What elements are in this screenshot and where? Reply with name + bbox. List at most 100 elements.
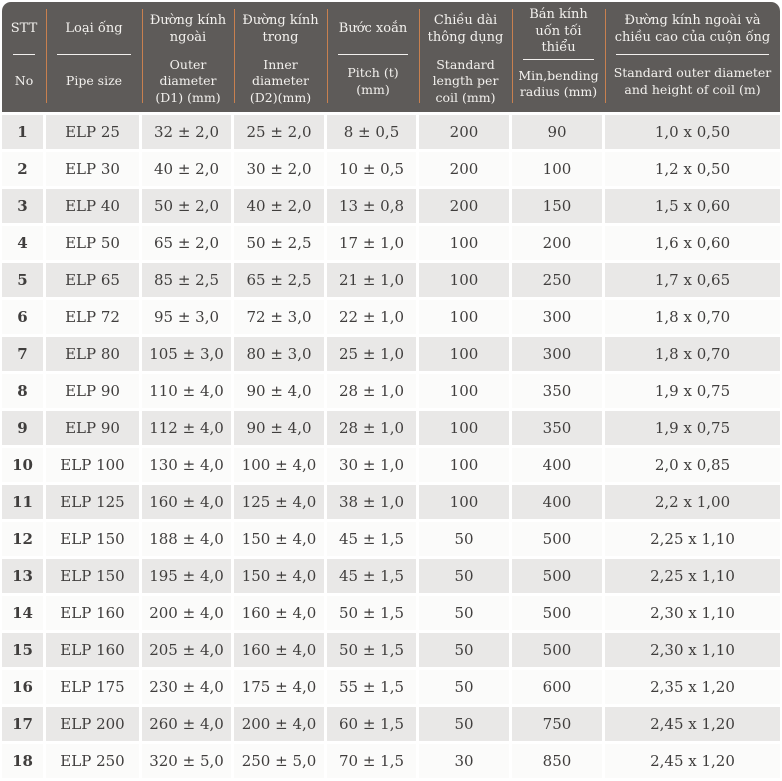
table-row: 1 ELP 25 32 ± 2,0 25 ± 2,0 8 ± 0,5 200 90 1,0 x…	[2, 115, 780, 149]
table-cell: 350	[512, 374, 602, 408]
header-label-en: Standard length per coil (mm)	[432, 57, 499, 105]
table-cell: 195 ± 4,0	[142, 559, 231, 593]
table-cell: 200	[419, 189, 509, 223]
table-row: 7 ELP 80 105 ± 3,0 80 ± 3,0 25 ± 1,0 100 300 1,…	[2, 337, 780, 371]
table-cell: 50 ± 2,0	[142, 189, 231, 223]
table-cell: 32 ± 2,0	[142, 115, 231, 149]
table-cell: 200 ± 4,0	[234, 707, 324, 741]
header-cell: Bán kính uốn tối thiểu Min,bending radius…	[512, 2, 605, 112]
table-row: 9 ELP 90 112 ± 4,0 90 ± 4,0 28 ± 1,0 100 350 1,…	[2, 411, 780, 445]
table-cell: 55 ± 1,5	[327, 670, 416, 704]
table-cell: 100	[419, 485, 509, 519]
table-cell: 65 ± 2,0	[142, 226, 231, 260]
table-cell: 40 ± 2,0	[234, 189, 324, 223]
table-cell: 1,9 x 0,75	[605, 411, 780, 445]
table-cell: 95 ± 3,0	[142, 300, 231, 334]
table-cell: 72 ± 3,0	[234, 300, 324, 334]
header-label-vi: Bán kính uốn tối thiểu	[529, 7, 588, 56]
table-cell: 1,5 x 0,60	[605, 189, 780, 223]
table-cell: 28 ± 1,0	[327, 374, 416, 408]
header-label-vi: Đường kính ngoài	[149, 12, 227, 45]
table-row: 8 ELP 90 110 ± 4,0 90 ± 4,0 28 ± 1,0 100 350 1,…	[2, 374, 780, 408]
table-cell: 50 ± 1,5	[327, 633, 416, 667]
table-cell: 1,7 x 0,65	[605, 263, 780, 297]
table-cell: 500	[512, 559, 602, 593]
table-cell: 60 ± 1,5	[327, 707, 416, 741]
table-cell: 100	[419, 337, 509, 371]
table-cell: 4	[2, 226, 43, 260]
table-cell: 100	[419, 226, 509, 260]
table-row: 11 ELP 125 160 ± 4,0 125 ± 4,0 38 ± 1,0 100 40…	[2, 485, 780, 519]
table-cell: 130 ± 4,0	[142, 448, 231, 482]
table-cell: 200	[512, 226, 602, 260]
table-cell: 400	[512, 448, 602, 482]
header-label-vi: Đường kính ngoài và chiều cao của cuộn ố…	[614, 12, 771, 45]
header-label-en: Min,bending radius (mm)	[518, 67, 599, 99]
header-cell: STT No	[2, 2, 46, 112]
table-cell: 1,6 x 0,60	[605, 226, 780, 260]
table-cell: 14	[2, 596, 43, 630]
header-label-vi: Loại ống	[65, 21, 123, 37]
table-cell: 50	[419, 633, 509, 667]
table-cell: 2,25 x 1,10	[605, 522, 780, 556]
table-row: 16 ELP 175 230 ± 4,0 175 ± 4,0 55 ± 1,5 50 600…	[2, 670, 780, 704]
table-cell: 13 ± 0,8	[327, 189, 416, 223]
table-cell: 320 ± 5,0	[142, 744, 231, 778]
table-cell: ELP 100	[46, 448, 139, 482]
table-cell: 21 ± 1,0	[327, 263, 416, 297]
header-cell: Loại ống Pipe size	[46, 2, 142, 112]
table-cell: ELP 200	[46, 707, 139, 741]
table-cell: 30 ± 2,0	[234, 152, 324, 186]
header-separator-line	[523, 58, 594, 60]
header-cell: Bước xoắn Pitch (t)(mm)	[327, 2, 419, 112]
header-label-en: No	[14, 73, 34, 89]
table-cell: 12	[2, 522, 43, 556]
table-row: 12 ELP 150 188 ± 4,0 150 ± 4,0 45 ± 1,5 50 500…	[2, 522, 780, 556]
table-cell: 1,8 x 0,70	[605, 300, 780, 334]
table-cell: 200 ± 4,0	[142, 596, 231, 630]
header-cell: Đường kính trong Inner diameter (D2)(mm)	[234, 2, 327, 112]
table-cell: 10 ± 0,5	[327, 152, 416, 186]
header-separator-line	[13, 54, 35, 55]
table-cell: 188 ± 4,0	[142, 522, 231, 556]
table-cell: 90 ± 4,0	[234, 374, 324, 408]
table-cell: ELP 125	[46, 485, 139, 519]
table-cell: ELP 40	[46, 189, 139, 223]
table-row: 14 ELP 160 200 ± 4,0 160 ± 4,0 50 ± 1,5 50 500…	[2, 596, 780, 630]
table-cell: 150 ± 4,0	[234, 522, 324, 556]
table-cell: 600	[512, 670, 602, 704]
table-cell: ELP 175	[46, 670, 139, 704]
table-cell: 10	[2, 448, 43, 482]
table-cell: 1,8 x 0,70	[605, 337, 780, 371]
table-cell: 6	[2, 300, 43, 334]
table-cell: ELP 150	[46, 559, 139, 593]
table-cell: 300	[512, 300, 602, 334]
table-cell: 205 ± 4,0	[142, 633, 231, 667]
table-cell: ELP 30	[46, 152, 139, 186]
table-cell: ELP 72	[46, 300, 139, 334]
header-separator-line	[57, 54, 131, 55]
header-label-en: Inner diameter (D2)(mm)	[249, 57, 312, 105]
table-row: 2 ELP 30 40 ± 2,0 30 ± 2,0 10 ± 0,5 200 100 1,2…	[2, 152, 780, 186]
table-cell: 1,2 x 0,50	[605, 152, 780, 186]
table-cell: 25 ± 1,0	[327, 337, 416, 371]
table-cell: 25 ± 2,0	[234, 115, 324, 149]
table-cell: ELP 160	[46, 633, 139, 667]
header-label-en: Standard outer diameter and height of co…	[613, 65, 772, 97]
table-row: 15 ELP 160 205 ± 4,0 160 ± 4,0 50 ± 1,5 50 500…	[2, 633, 780, 667]
header-label-vi: Bước xoắn	[338, 21, 408, 37]
table-cell: 2,2 x 1,00	[605, 485, 780, 519]
table-cell: 30 ± 1,0	[327, 448, 416, 482]
table-cell: 17 ± 1,0	[327, 226, 416, 260]
table-cell: 2,0 x 0,85	[605, 448, 780, 482]
table-cell: 90	[512, 115, 602, 149]
table-cell: ELP 50	[46, 226, 139, 260]
header-label-en: Pitch (t)(mm)	[347, 65, 399, 97]
table-cell: 160 ± 4,0	[142, 485, 231, 519]
table-cell: 100	[419, 374, 509, 408]
header-cell: Chiều dài thông dụng Standard length per …	[419, 2, 512, 112]
table-cell: 200	[419, 152, 509, 186]
table-cell: 350	[512, 411, 602, 445]
table-cell: 100	[512, 152, 602, 186]
